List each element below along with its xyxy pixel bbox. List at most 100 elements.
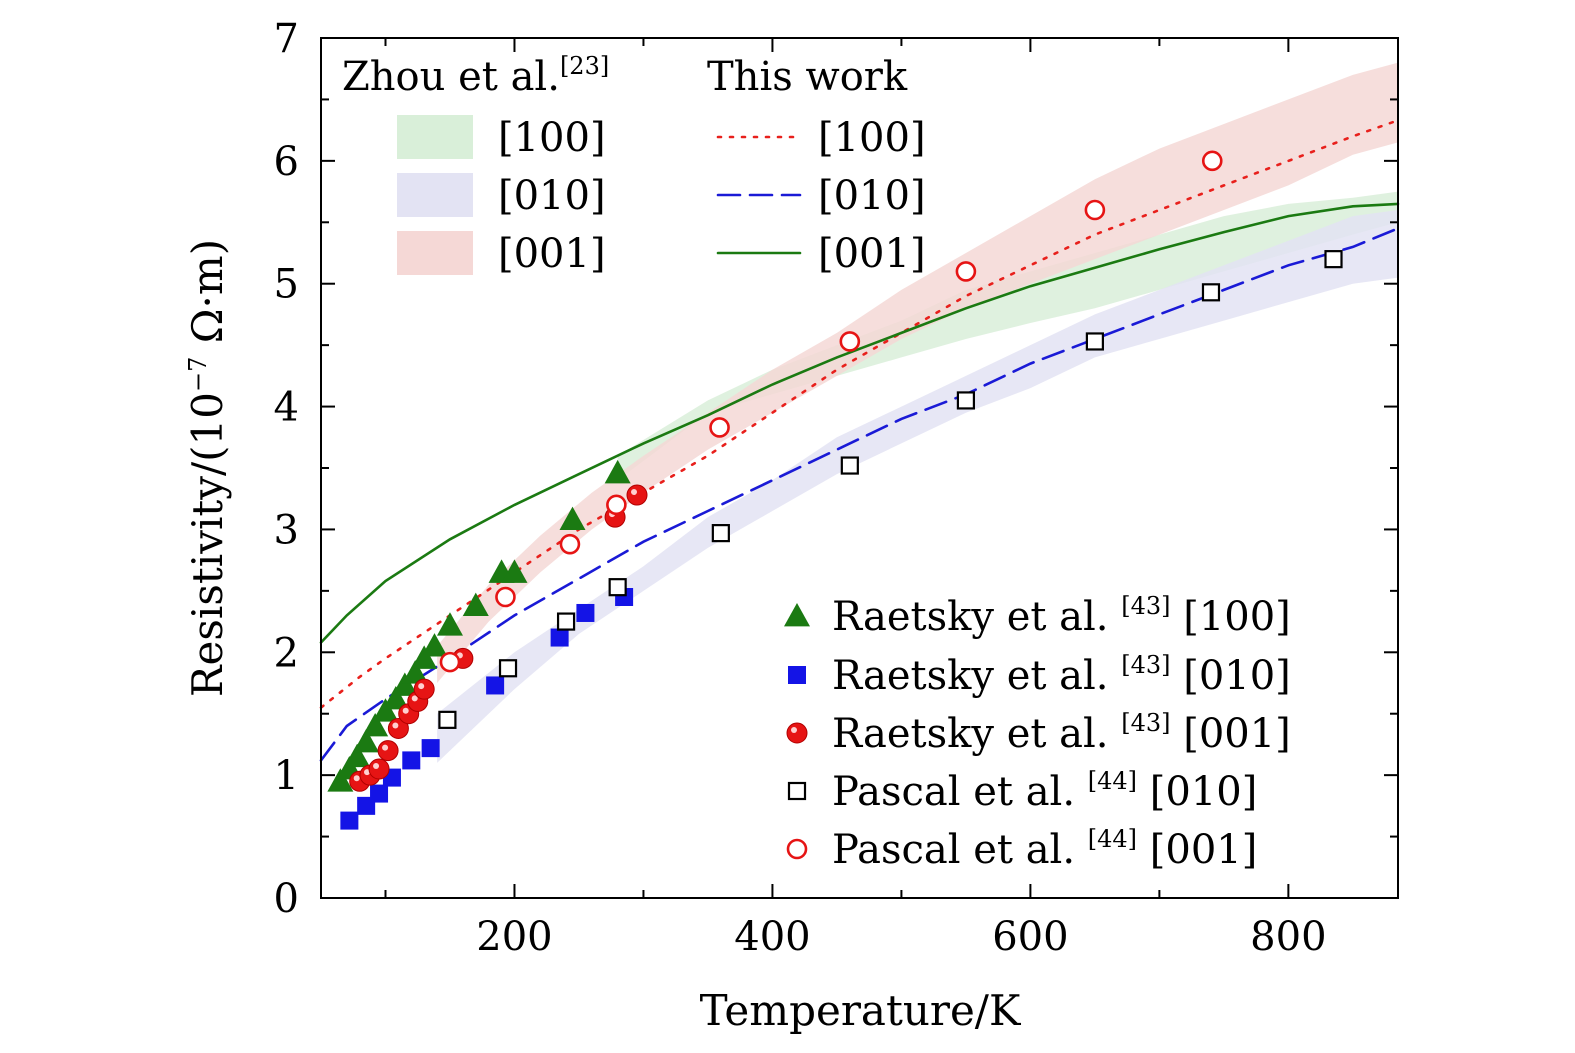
marker-2-10: [626, 484, 648, 506]
marker-0-8: [402, 660, 429, 684]
marker-3-3: [608, 578, 627, 597]
legend-marker-2: [786, 722, 808, 744]
marker-2-5-highlight: [402, 707, 409, 714]
band-1: [437, 210, 1399, 763]
marker-2-2: [368, 758, 390, 780]
marker-4-3: [606, 494, 627, 516]
legend-marker-label-1: Raetsky et al. [43] [010]: [832, 651, 1291, 699]
marker-1-0: [340, 811, 359, 830]
marker-2-0-highlight: [353, 775, 360, 782]
y-tick-label: 4: [274, 385, 299, 431]
legend-band-label-1: [010]: [498, 173, 606, 219]
marker-0-14: [501, 559, 528, 583]
marker-4-8: [1201, 150, 1223, 172]
marker-4-1: [495, 586, 516, 608]
marker-4-5: [839, 331, 861, 352]
y-axis-title-prefix: Resistivity/(10: [183, 392, 232, 697]
marker-4-2: [559, 533, 581, 555]
y-tick-label: 3: [274, 507, 299, 553]
legend-bottom: Raetsky et al. [43] [100] Raetsky et al. …: [784, 592, 1291, 873]
x-axis-title: Temperature/K: [700, 986, 1022, 1035]
marker-4-7: [1084, 199, 1106, 221]
legend-header-zhou: Zhou et al.[23]: [342, 52, 609, 100]
marker-1-6: [486, 676, 505, 695]
marker-2-4-highlight: [392, 722, 399, 729]
marker-0-16: [604, 459, 631, 484]
marker-2-10-highlight: [631, 489, 638, 496]
marker-2-7-highlight: [418, 683, 425, 690]
legend-marker-label-3: Pascal et al. [44] [010]: [832, 767, 1257, 815]
marker-4-0: [439, 651, 461, 673]
legend-marker-label-2: Raetsky et al. [43] [001]: [832, 709, 1291, 757]
marker-3-5: [840, 456, 859, 475]
uncertainty-bands: [437, 62, 1399, 763]
legend-top: Zhou et al.[23] This work [100] [010] [001…: [342, 52, 926, 277]
marker-1-2: [370, 784, 389, 803]
marker-1-7: [550, 628, 569, 647]
legend-marker-1: [788, 666, 806, 684]
marker-1-8: [576, 603, 595, 622]
marker-2-3-highlight: [382, 744, 389, 751]
y-tick-label: 5: [274, 262, 299, 308]
axis-ticks: 200 400 600 800 0 1 2 3 4 5 6 7: [274, 16, 1398, 960]
legend-header-this-work: This work: [707, 54, 908, 100]
y-tick-label: 0: [274, 876, 299, 922]
marker-0-3: [353, 728, 380, 753]
y-tick-label: 2: [274, 630, 299, 676]
band-0: [617, 191, 1398, 481]
y-axis-title-suffix: Ω·m): [183, 239, 232, 357]
marker-3-6: [956, 391, 976, 410]
marker-2-3: [377, 740, 399, 762]
marker-3-0: [438, 710, 457, 729]
marker-1-5: [421, 739, 440, 758]
legend-marker-2-highlight: [791, 727, 797, 733]
legend-marker-4: [786, 838, 808, 860]
legend-marker-0: [784, 603, 810, 627]
marker-3-4: [711, 524, 730, 543]
y-tick-label: 6: [274, 139, 299, 185]
marker-2-6-highlight: [411, 695, 418, 702]
marker-3-1: [498, 659, 518, 678]
marker-3-7: [1085, 332, 1104, 351]
legend-marker-3: [787, 781, 807, 801]
marker-0-7: [391, 672, 418, 696]
marker-0-11: [436, 612, 463, 636]
legend-band-label-2: [001]: [498, 231, 606, 277]
legend-band-swatch-1: [397, 173, 473, 217]
y-axis-title-exponent: −7: [184, 357, 212, 392]
marker-0-0: [327, 768, 354, 792]
marker-4-4: [709, 417, 730, 438]
x-tick-label: 400: [734, 914, 810, 960]
x-tick-label: 600: [992, 914, 1068, 960]
band-2: [437, 62, 1399, 684]
legend-band-label-0: [100]: [498, 115, 606, 161]
marker-0-6: [382, 685, 409, 710]
y-axis-title: Resistivity/(10−7 Ω·m): [183, 239, 232, 697]
marker-0-5: [372, 698, 399, 722]
marker-4-6: [955, 261, 977, 282]
y-tick-label: 1: [274, 753, 299, 799]
marker-0-4: [362, 713, 389, 737]
marker-2-2-highlight: [373, 763, 380, 769]
experimental-markers: [327, 150, 1343, 830]
legend-marker-label-0: Raetsky et al. [43] [100]: [832, 592, 1291, 640]
series-line-2: [319, 202, 1400, 644]
y-tick-label: 7: [274, 16, 299, 62]
marker-2-7: [413, 678, 435, 700]
marker-2-1-highlight: [364, 769, 371, 776]
marker-3-2: [556, 612, 576, 631]
legend-line-label-1: [010]: [818, 173, 926, 219]
marker-0-15: [559, 506, 586, 530]
x-tick-label: 800: [1250, 914, 1326, 960]
legend-marker-label-4: Pascal et al. [44] [001]: [832, 825, 1257, 873]
marker-0-12: [462, 592, 489, 616]
marker-1-4: [402, 751, 421, 770]
legend-band-swatch-2: [397, 231, 473, 275]
legend-line-label-0: [100]: [818, 115, 926, 161]
marker-0-9: [411, 645, 438, 669]
legend-band-swatch-0: [397, 115, 473, 159]
marker-0-10: [421, 633, 448, 657]
x-tick-label: 200: [476, 914, 552, 960]
marker-0-2: [344, 743, 371, 768]
